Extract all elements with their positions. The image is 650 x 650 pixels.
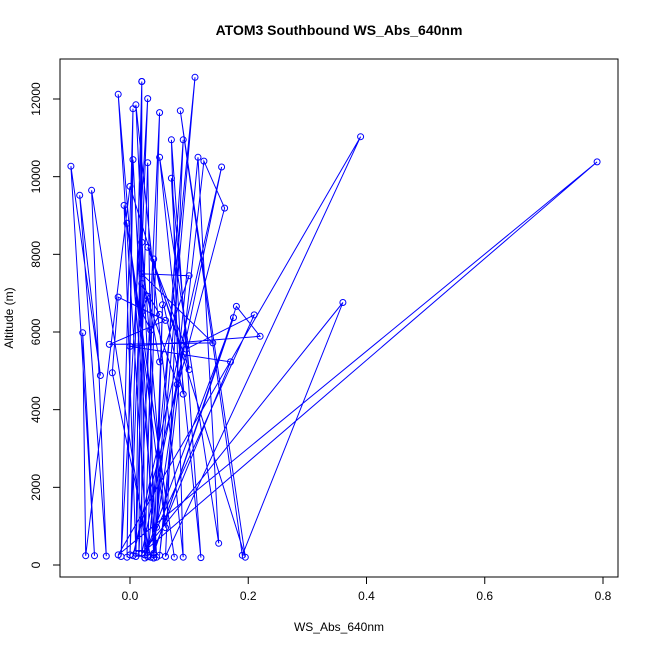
data-point <box>227 358 234 366</box>
data-point <box>141 551 149 559</box>
data-point <box>114 293 122 301</box>
data-point <box>185 366 193 374</box>
y-tick-label: 4000 <box>29 396 43 423</box>
data-point <box>144 95 152 103</box>
data-point <box>79 329 87 337</box>
data-point <box>167 174 175 182</box>
data-point <box>123 219 131 227</box>
data-point <box>593 158 601 166</box>
series-layer <box>67 73 601 562</box>
data-point <box>156 109 164 117</box>
x-tick-label: 0.8 <box>595 589 612 603</box>
data-point <box>82 552 90 560</box>
x-tick-label: 0.0 <box>122 589 139 603</box>
data-point <box>241 553 249 561</box>
data-point <box>218 163 226 171</box>
data-point <box>126 342 134 350</box>
data-point <box>156 311 164 318</box>
data-point <box>185 272 193 280</box>
y-tick-label: 2000 <box>29 474 43 501</box>
data-point <box>191 73 199 81</box>
data-point <box>96 372 104 379</box>
data-point <box>232 302 240 310</box>
x-axis-label: WS_Abs_640nm <box>294 620 384 634</box>
y-tick-label: 8000 <box>29 241 43 268</box>
x-tick-label: 0.6 <box>476 589 493 603</box>
chart-title: ATOM3 Southbound WS_Abs_640nm <box>216 22 463 38</box>
data-point <box>230 314 237 322</box>
series-line <box>70 77 598 559</box>
data-point <box>209 339 217 347</box>
data-point <box>105 340 113 348</box>
data-point <box>156 358 164 366</box>
y-tick-label: 6000 <box>29 318 43 345</box>
data-point <box>159 301 166 309</box>
data-point <box>129 105 137 113</box>
data-point <box>170 553 178 561</box>
data-point <box>162 524 169 532</box>
data-point <box>173 380 181 388</box>
data-point <box>76 191 84 199</box>
data-point <box>120 201 128 209</box>
data-point <box>156 153 164 161</box>
x-tick-label: 0.2 <box>240 589 257 603</box>
y-tick-label: 12000 <box>29 82 43 116</box>
data-point <box>167 136 175 144</box>
data-point <box>221 204 229 212</box>
data-point <box>138 308 146 316</box>
data-point <box>91 552 98 560</box>
data-point <box>132 549 140 557</box>
data-point <box>138 270 146 278</box>
data-point <box>144 159 152 167</box>
data-point <box>138 78 146 85</box>
data-point <box>150 554 158 562</box>
data-point <box>144 243 152 251</box>
data-point <box>138 238 146 246</box>
data-point <box>126 182 134 190</box>
data-point <box>123 553 131 561</box>
data-point <box>250 311 258 319</box>
data-point <box>102 552 110 560</box>
data-point <box>67 162 75 170</box>
data-point <box>182 345 190 353</box>
data-point <box>129 156 137 164</box>
data-point <box>108 369 116 377</box>
data-point <box>194 153 202 161</box>
data-point <box>357 133 365 141</box>
data-point <box>153 523 161 531</box>
data-point <box>147 553 155 561</box>
data-point <box>256 332 264 340</box>
data-point <box>144 292 152 300</box>
data-point <box>215 539 223 547</box>
y-tick-label: 10000 <box>29 160 43 194</box>
data-point <box>200 157 208 165</box>
x-tick-label: 0.4 <box>358 589 375 603</box>
data-point <box>179 136 187 144</box>
data-point <box>162 316 169 324</box>
y-axis: 0 2000 4000 6000 8000 10000 12000 <box>29 82 61 568</box>
data-point <box>197 554 205 562</box>
data-point <box>114 90 122 98</box>
data-point <box>179 390 187 398</box>
data-point <box>339 299 347 306</box>
x-axis: 0.0 0.2 0.4 0.6 0.8 <box>122 576 612 603</box>
data-point <box>179 553 187 561</box>
data-point <box>88 186 96 194</box>
y-tick-label: 0 <box>29 561 43 568</box>
data-point <box>150 255 158 263</box>
data-point <box>147 326 155 334</box>
data-point <box>176 107 184 115</box>
y-axis-label: Altitude (m) <box>2 287 16 348</box>
data-point <box>138 280 146 287</box>
